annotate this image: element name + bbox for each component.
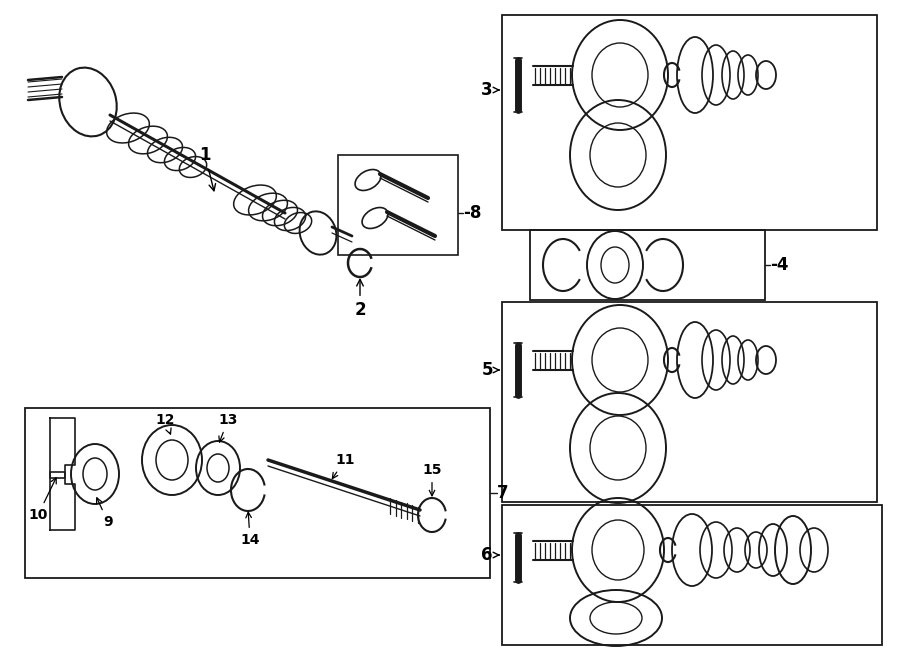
Text: 2: 2 [355, 280, 365, 319]
Bar [502, 15, 877, 230]
Bar [530, 230, 765, 300]
Bar [25, 408, 490, 578]
Text: 7: 7 [497, 484, 508, 502]
Text: 13: 13 [219, 413, 238, 442]
Text: 6: 6 [482, 546, 493, 564]
Text: 3: 3 [482, 81, 493, 99]
Text: 12: 12 [155, 413, 175, 434]
Text: 5: 5 [482, 361, 493, 379]
Text: 10: 10 [28, 478, 56, 522]
Text: 14: 14 [240, 512, 260, 547]
Text: -4: -4 [770, 256, 788, 274]
Text: 1: 1 [199, 146, 216, 191]
Bar [338, 155, 458, 255]
Text: 9: 9 [96, 498, 112, 529]
Text: 15: 15 [422, 463, 442, 496]
Text: 11: 11 [332, 453, 355, 479]
Bar [502, 302, 877, 502]
Text: -8: -8 [463, 204, 482, 222]
Bar [502, 505, 882, 645]
